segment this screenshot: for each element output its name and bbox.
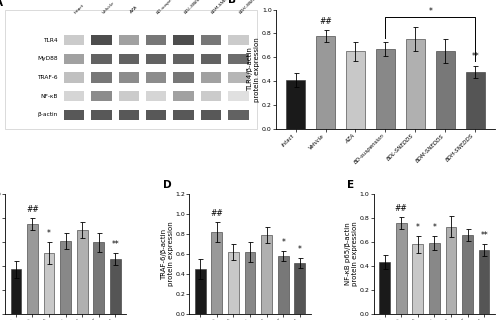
Text: *: * [47,229,51,238]
Bar [94,242,104,314]
Text: BDM-SNEDDS: BDM-SNEDDS [211,0,235,15]
Bar [174,91,194,101]
Bar [60,241,71,314]
Text: BD-suspension: BD-suspension [156,0,182,15]
Bar [412,244,423,314]
Bar [228,72,248,83]
Text: **: ** [112,240,120,249]
FancyBboxPatch shape [5,10,257,129]
Bar [278,256,288,314]
Bar [64,91,84,101]
Bar [64,110,84,120]
Text: *: * [298,245,302,254]
Text: ##: ## [26,205,39,214]
Text: B: B [228,0,235,5]
Bar [200,35,221,45]
Text: TRAF-6: TRAF-6 [38,75,58,80]
Text: ##: ## [395,204,407,213]
Bar [195,269,205,314]
Bar [316,36,336,129]
Bar [91,110,112,120]
Bar [200,110,221,120]
Text: *: * [281,238,285,247]
Text: MyD88: MyD88 [38,56,58,61]
Bar [118,35,139,45]
Bar [146,91,167,101]
Bar [174,35,194,45]
Bar [91,54,112,64]
Bar [436,51,455,129]
Bar [118,72,139,83]
Bar [446,227,456,314]
Bar [244,252,256,314]
Text: Vehicle: Vehicle [102,1,116,15]
Text: D: D [162,180,172,190]
Bar [346,51,365,129]
Text: E: E [347,180,354,190]
Text: *: * [428,7,432,16]
Bar [44,253,54,314]
Y-axis label: TLR4/β-actin
protein expression: TLR4/β-actin protein expression [248,37,260,101]
Text: AZA: AZA [129,6,138,15]
Bar [77,230,88,314]
Bar [261,235,272,314]
Text: ##: ## [319,17,332,26]
Bar [462,235,473,314]
Bar [429,243,440,314]
Bar [146,35,167,45]
Text: BDL-SNEDDS: BDL-SNEDDS [184,0,206,15]
Bar [64,72,84,83]
Bar [91,72,112,83]
Bar [64,54,84,64]
Bar [200,72,221,83]
Bar [200,54,221,64]
Bar [64,35,84,45]
Bar [396,223,406,314]
Y-axis label: TRAF-6/β-actin
protein expression: TRAF-6/β-actin protein expression [161,222,174,286]
Bar [118,91,139,101]
Bar [478,251,490,314]
Bar [27,224,38,314]
Bar [228,91,248,101]
Bar [118,54,139,64]
Bar [228,54,248,64]
Bar [228,252,239,314]
Bar [146,110,167,120]
Bar [10,269,22,314]
Bar [200,91,221,101]
Bar [174,110,194,120]
Bar [228,35,248,45]
Bar [466,72,485,129]
Bar [174,54,194,64]
Text: ##: ## [210,209,223,218]
Bar [91,35,112,45]
Text: A: A [0,0,2,8]
Y-axis label: NF-κB p65/β-actin
protein expression: NF-κB p65/β-actin protein expression [346,222,358,286]
Bar [146,54,167,64]
Bar [286,80,306,129]
Text: BDH-SNEDDS: BDH-SNEDDS [238,0,262,15]
Text: β-actin: β-actin [38,112,58,117]
Text: *: * [416,223,420,232]
Bar [294,263,305,314]
Text: NF-κB: NF-κB [40,94,58,99]
Text: TLR4: TLR4 [44,38,58,43]
Bar [379,262,390,314]
Bar [118,110,139,120]
Text: *: * [432,223,436,232]
Bar [91,91,112,101]
Bar [406,39,425,129]
Bar [146,72,167,83]
Bar [228,110,248,120]
Text: **: ** [472,52,479,61]
Bar [212,232,222,314]
Text: **: ** [480,231,488,240]
Text: Intact: Intact [74,3,86,15]
Bar [174,72,194,83]
Bar [376,49,395,129]
Bar [110,259,121,314]
